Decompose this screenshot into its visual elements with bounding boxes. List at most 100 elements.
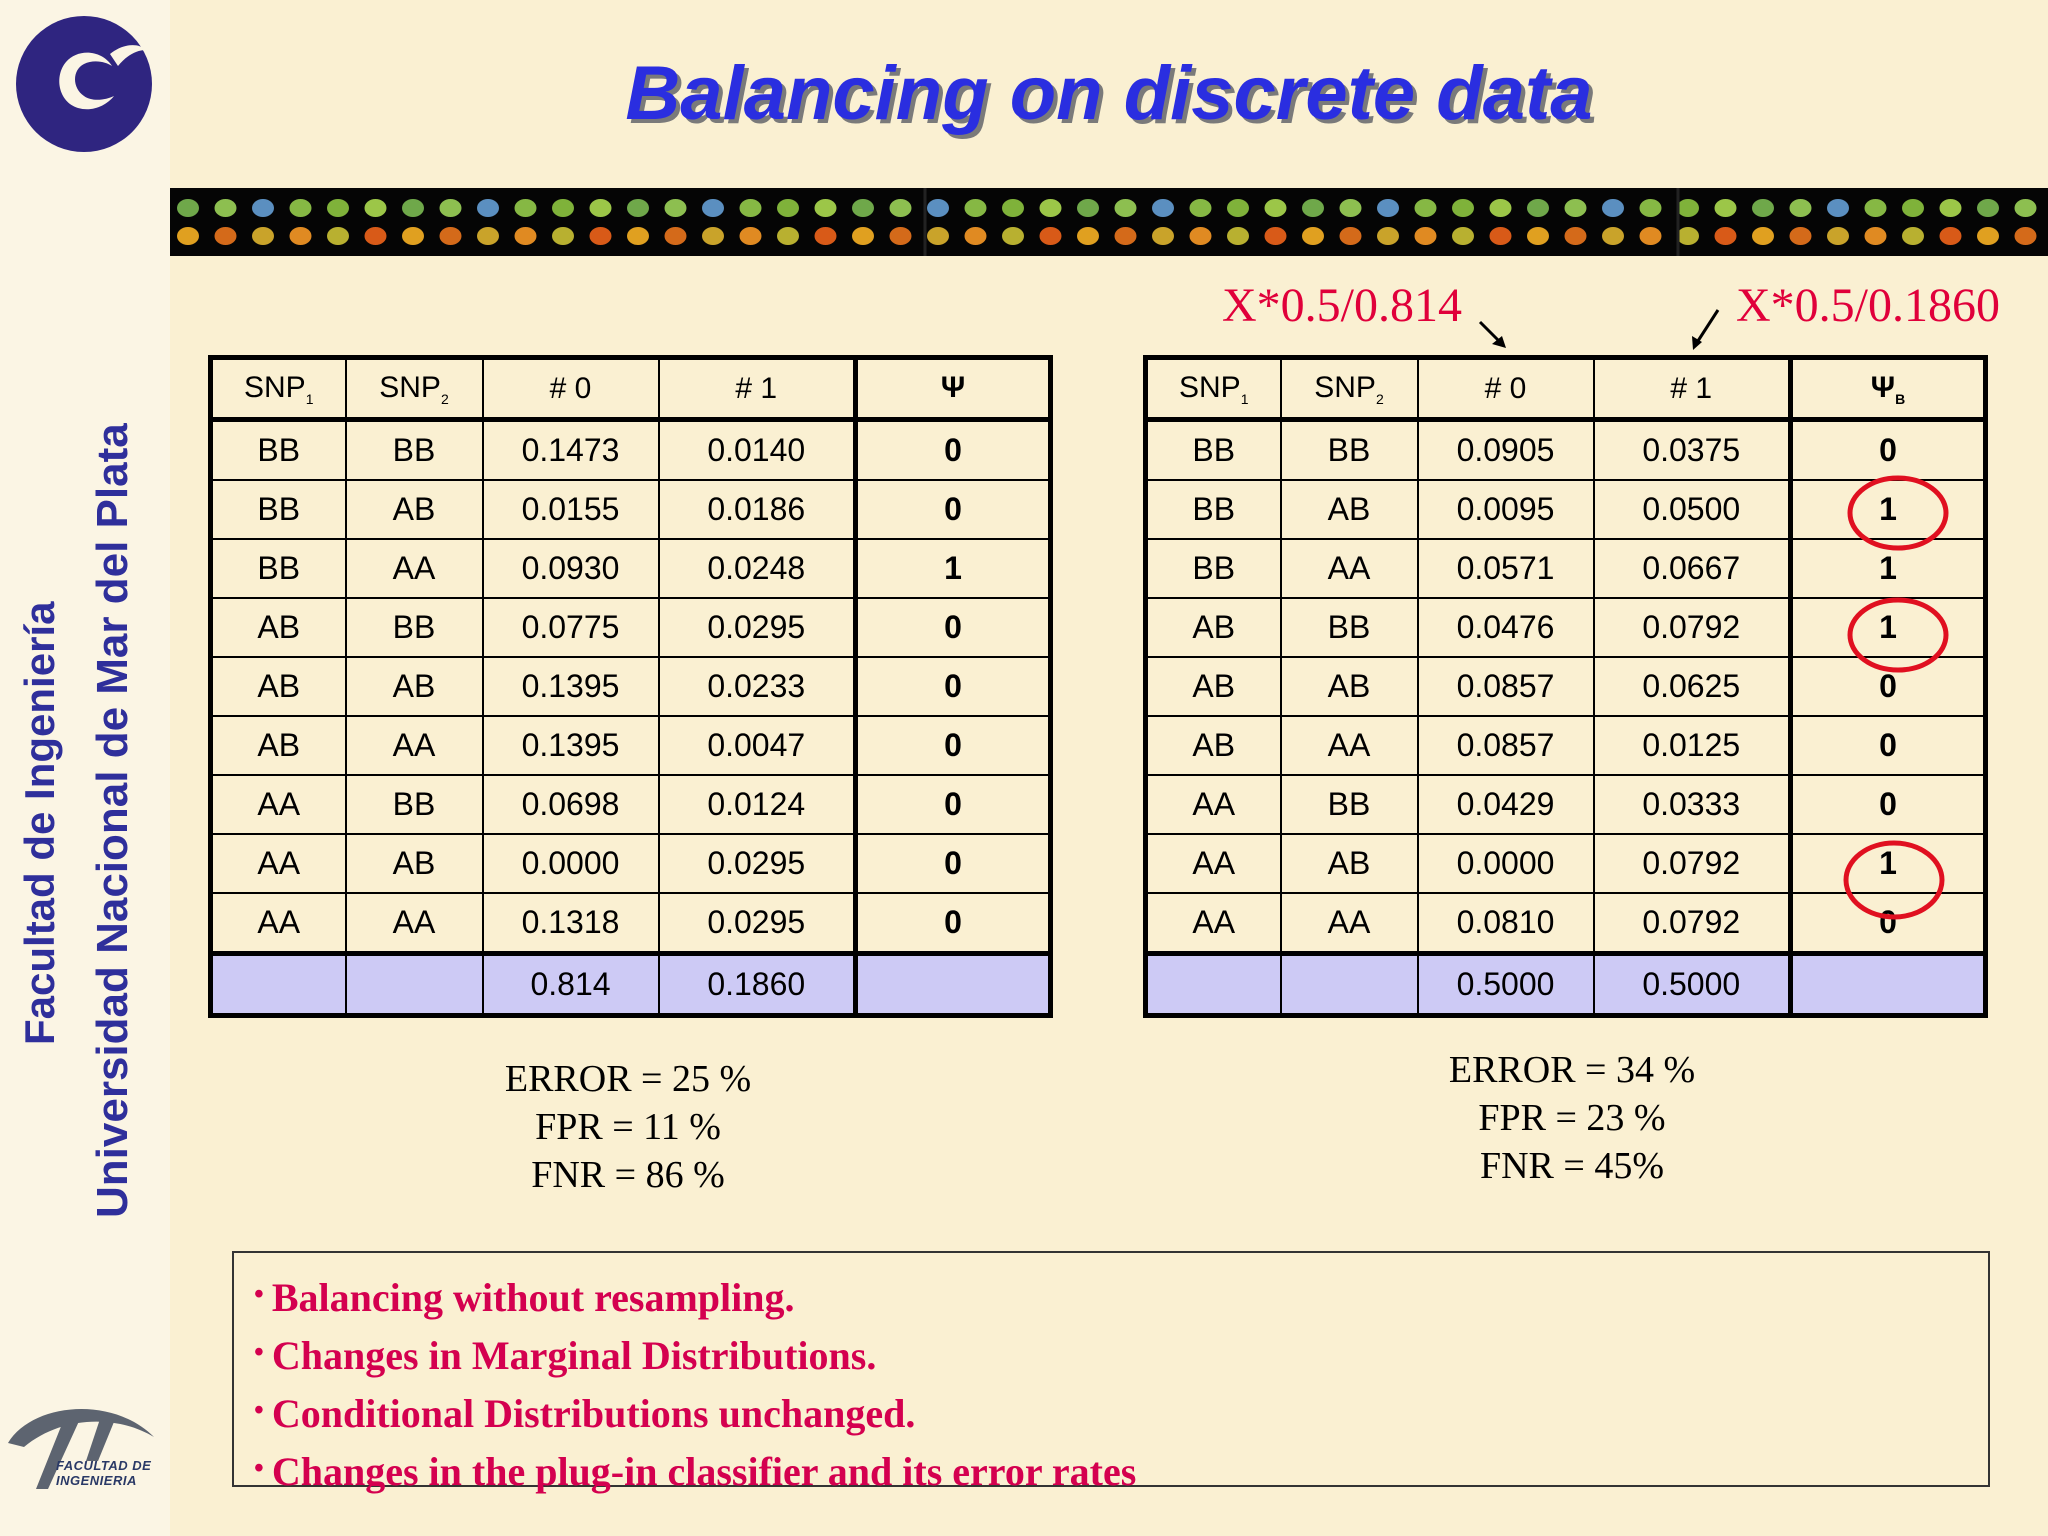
bullet-icon: • bbox=[254, 1453, 264, 1484]
cell-psi: 0 bbox=[853, 479, 1052, 540]
cell-snp1: AA bbox=[209, 833, 347, 894]
cell-psi: 0 bbox=[1788, 656, 1987, 717]
total-count1: 0.5000 bbox=[1592, 951, 1792, 1017]
cell-snp1: BB bbox=[209, 418, 347, 481]
notes-box: • Balancing without resampling. • Changes … bbox=[232, 1251, 1990, 1494]
table-row: AA BB 0.0698 0.0124 0 bbox=[209, 774, 1052, 835]
cell-count0: 0.0000 bbox=[481, 833, 660, 894]
change-highlight-circles bbox=[1843, 475, 1949, 920]
cell-snp1: AA bbox=[209, 774, 347, 835]
table-row: BB AA 0.0571 0.0667 1 bbox=[1144, 538, 1987, 599]
table-row: AB BB 0.0775 0.0295 0 bbox=[209, 597, 1052, 658]
annotation-right: X*0.5/0.1860 bbox=[1736, 279, 2000, 332]
header-snp1: SNP1 bbox=[209, 356, 347, 422]
cell-snp1: AB bbox=[1144, 656, 1282, 717]
total-count0: 0.5000 bbox=[1416, 951, 1595, 1017]
cell-snp1: BB bbox=[1144, 538, 1282, 599]
cell-count0: 0.0930 bbox=[481, 538, 660, 599]
total-snp2 bbox=[1279, 951, 1419, 1017]
header-snp2: SNP2 bbox=[1279, 356, 1419, 422]
cell-psi: 0 bbox=[853, 833, 1052, 894]
cell-snp2: AA bbox=[344, 715, 484, 776]
annotation-arrows-icon bbox=[1478, 309, 1720, 350]
university-logo-icon bbox=[16, 16, 152, 152]
totals-row: 0.814 0.1860 bbox=[209, 951, 1052, 1017]
cell-snp1: BB bbox=[1144, 479, 1282, 540]
cell-snp2: BB bbox=[1279, 774, 1419, 835]
metric-error: ERROR = 25 % bbox=[504, 1058, 752, 1100]
table-row: AB AB 0.1395 0.0233 0 bbox=[209, 656, 1052, 717]
table-row: AB AA 0.1395 0.0047 0 bbox=[209, 715, 1052, 776]
cell-count0: 0.1395 bbox=[481, 656, 660, 717]
total-count0: 0.814 bbox=[481, 951, 660, 1017]
highlight-circle-icon bbox=[1847, 475, 1949, 551]
cell-count0: 0.0775 bbox=[481, 597, 660, 658]
cell-count1: 0.0500 bbox=[1592, 479, 1792, 540]
cell-psi: 0 bbox=[853, 892, 1052, 955]
cell-count1: 0.0625 bbox=[1592, 656, 1792, 717]
cell-count1: 0.0792 bbox=[1592, 597, 1792, 658]
cell-psi: 0 bbox=[853, 715, 1052, 776]
table-row: AB AA 0.0857 0.0125 0 bbox=[1144, 715, 1987, 776]
cell-count1: 0.0792 bbox=[1592, 833, 1792, 894]
cell-snp2: AA bbox=[1279, 715, 1419, 776]
cell-snp1: BB bbox=[209, 479, 347, 540]
faculty-logo-text: FACULTAD DE INGENIERIA bbox=[56, 1458, 152, 1488]
cell-count1: 0.0124 bbox=[657, 774, 857, 835]
cell-count0: 0.0905 bbox=[1416, 418, 1595, 481]
table-row: BB BB 0.1473 0.0140 0 bbox=[209, 418, 1052, 481]
header-psi-b: ΨB bbox=[1788, 356, 1987, 422]
university-name: Universidad Nacional de Mar del Plata bbox=[88, 423, 137, 1218]
cell-psi: 1 bbox=[853, 538, 1052, 599]
cell-count0: 0.1473 bbox=[481, 418, 660, 481]
cell-count1: 0.0667 bbox=[1592, 538, 1792, 599]
cell-snp1: AA bbox=[1144, 774, 1282, 835]
cell-count1: 0.0186 bbox=[657, 479, 857, 540]
faculty-name: Facultad de Ingeniería bbox=[16, 601, 63, 1045]
cell-count0: 0.0857 bbox=[1416, 715, 1595, 776]
metric-fnr: FNR = 45% bbox=[1479, 1145, 1664, 1187]
cell-snp2: AA bbox=[1279, 538, 1419, 599]
cell-snp2: BB bbox=[1279, 597, 1419, 658]
cell-snp1: BB bbox=[209, 538, 347, 599]
table-row: BB BB 0.0905 0.0375 0 bbox=[1144, 418, 1987, 481]
total-snp2 bbox=[344, 951, 484, 1017]
cell-count0: 0.1318 bbox=[481, 892, 660, 955]
total-snp1 bbox=[209, 951, 347, 1017]
metric-fpr: FPR = 23 % bbox=[1478, 1097, 1666, 1139]
microarray-strip bbox=[170, 188, 2048, 256]
cell-count1: 0.0295 bbox=[657, 597, 857, 658]
note-item: • Conditional Distributions unchanged. bbox=[254, 1391, 916, 1436]
cell-psi: 0 bbox=[853, 597, 1052, 658]
cell-snp1: AA bbox=[1144, 833, 1282, 894]
cell-psi: 0 bbox=[1788, 774, 1987, 835]
cell-snp2: AB bbox=[344, 479, 484, 540]
total-psi bbox=[1788, 951, 1987, 1017]
header-count1: # 1 bbox=[657, 356, 857, 422]
cell-snp2: AB bbox=[344, 833, 484, 894]
cell-count0: 0.0698 bbox=[481, 774, 660, 835]
table-balanced: SNP1 SNP2 # 0 # 1 ΨB BB BB 0.0905 0.0375 0 BB… bbox=[1143, 355, 1988, 1018]
bullet-icon: • bbox=[254, 1337, 264, 1368]
cell-count0: 0.0857 bbox=[1416, 656, 1595, 717]
cell-snp1: AB bbox=[1144, 715, 1282, 776]
cell-snp2: AB bbox=[344, 656, 484, 717]
table-row: AA AA 0.1318 0.0295 0 bbox=[209, 892, 1052, 955]
metric-fpr: FPR = 11 % bbox=[535, 1106, 721, 1148]
cell-count0: 0.0571 bbox=[1416, 538, 1595, 599]
cell-snp1: AA bbox=[209, 892, 347, 955]
totals-row: 0.5000 0.5000 bbox=[1144, 951, 1987, 1017]
header-count0: # 0 bbox=[1416, 356, 1595, 422]
bullet-icon: • bbox=[254, 1279, 264, 1310]
cell-snp1: BB bbox=[1144, 418, 1282, 481]
cell-snp2: BB bbox=[344, 774, 484, 835]
table-row: AA AA 0.0810 0.0792 0 bbox=[1144, 892, 1987, 955]
cell-psi: 0 bbox=[1788, 418, 1987, 481]
table-row: AB AB 0.0857 0.0625 0 bbox=[1144, 656, 1987, 717]
table-row: AA AB 0.0000 0.0295 0 bbox=[209, 833, 1052, 894]
note-item: • Changes in Marginal Distributions. bbox=[254, 1333, 877, 1378]
cell-snp2: BB bbox=[344, 597, 484, 658]
cell-count1: 0.0333 bbox=[1592, 774, 1792, 835]
slide-title: Balancing on discrete data bbox=[625, 51, 1593, 136]
cell-snp2: BB bbox=[1279, 418, 1419, 481]
